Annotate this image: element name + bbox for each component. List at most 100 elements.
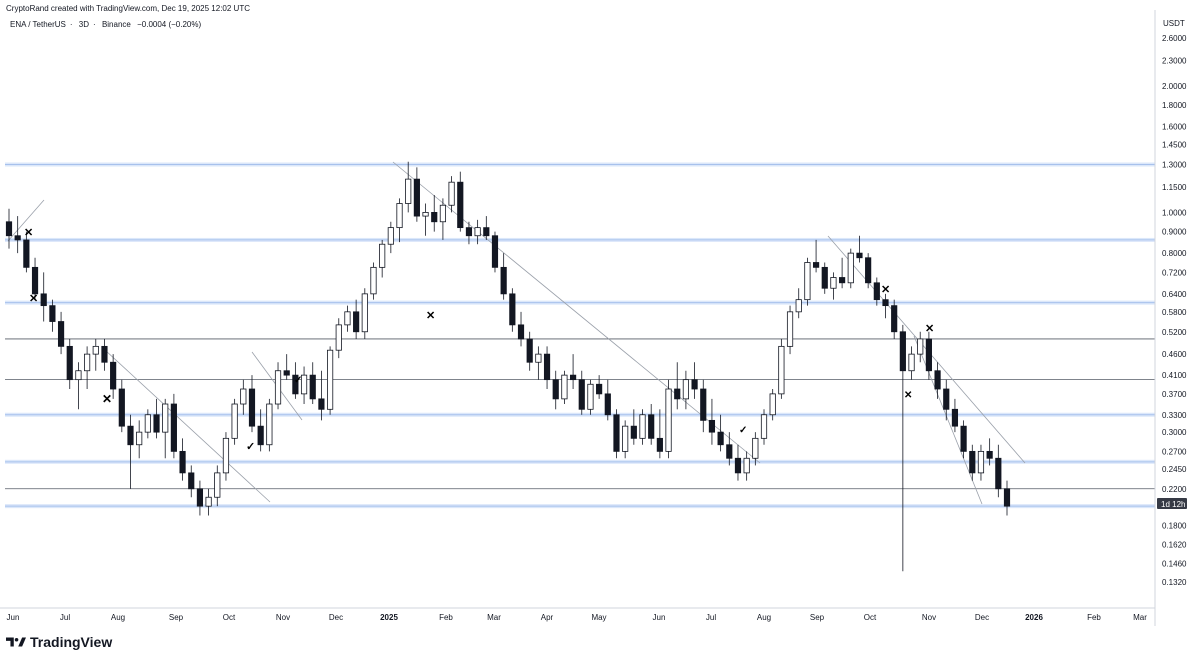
candle-body: [57, 321, 65, 347]
candle: [899, 324, 906, 572]
candle: [648, 404, 655, 445]
candle-body: [292, 374, 299, 395]
y-tick-label: 1.6000: [1162, 123, 1187, 132]
cross-mark: ✕: [881, 284, 890, 296]
candle: [656, 409, 663, 459]
candle: [5, 208, 13, 249]
y-tick-label: 0.4600: [1162, 350, 1187, 359]
candle: [101, 338, 108, 371]
candle: [865, 253, 872, 289]
candle: [665, 379, 672, 459]
candle: [535, 346, 542, 380]
candle-body: [231, 403, 238, 439]
candle-body: [240, 388, 247, 405]
candle: [49, 299, 56, 332]
candle: [40, 272, 47, 322]
trendline: [104, 349, 271, 503]
pair-label: ENA / TetherUS: [10, 20, 66, 29]
candlestick-chart[interactable]: ✕ ✕ ✕ ✕ ✕ ✕ ✕ ✓ ✓ ✓ 2.6000 2.3000 2.0000 1.…: [0, 0, 1200, 630]
y-tick-label: 0.1800: [1162, 521, 1187, 530]
candle: [873, 277, 880, 306]
y-tick-label: 1.1500: [1162, 183, 1187, 192]
x-tick-label: 2026: [1025, 613, 1043, 622]
candle: [526, 331, 533, 371]
y-tick-label: 0.2200: [1162, 485, 1187, 494]
cross-mark: ✕: [24, 227, 33, 239]
candle: [457, 171, 464, 232]
x-tick-label: Sep: [810, 613, 825, 622]
candle-body: [613, 414, 620, 452]
candle-body: [717, 431, 724, 446]
candle: [639, 409, 646, 445]
candle-body: [821, 266, 828, 289]
candle-body: [943, 388, 950, 410]
candle-body: [873, 282, 880, 301]
candle-body: [405, 178, 412, 204]
y-tick-label: 2.0000: [1162, 82, 1187, 91]
candle-body: [656, 437, 663, 452]
candle: [266, 398, 273, 452]
candle-body: [274, 370, 282, 405]
candle-body: [31, 266, 39, 295]
y-tick-label: 0.1320: [1162, 578, 1187, 587]
candle-body: [413, 178, 420, 217]
y-tick-label: 0.8000: [1162, 249, 1187, 258]
candle-body: [49, 305, 56, 322]
candle: [934, 362, 941, 399]
candle-body: [153, 414, 160, 433]
x-tick-label: Oct: [864, 613, 877, 622]
candle: [760, 409, 768, 445]
candle-body: [500, 266, 507, 295]
candle-body: [127, 425, 134, 446]
candle-body: [691, 379, 698, 390]
candle: [500, 253, 507, 300]
candle: [431, 195, 438, 232]
candle: [734, 444, 742, 481]
y-tick-label: 0.1620: [1162, 541, 1187, 550]
price-axis: 2.6000 2.3000 2.0000 1.8000 1.6000 1.4500 1.30…: [1162, 34, 1187, 587]
tradingview-brand[interactable]: TradingView: [6, 633, 112, 651]
candle: [786, 305, 794, 355]
candle-body: [257, 425, 264, 446]
candle-body: [75, 370, 82, 381]
y-tick-label: 0.5800: [1162, 308, 1187, 317]
candle-body: [23, 239, 30, 268]
candle: [995, 444, 1002, 498]
cross-mark: ✕: [426, 310, 435, 322]
candle: [110, 354, 117, 399]
candle-body: [327, 349, 334, 410]
candle: [821, 262, 828, 294]
candle-body: [925, 338, 932, 372]
y-tick-label: 0.3000: [1162, 428, 1187, 437]
candle-body: [934, 370, 941, 390]
candle: [839, 257, 846, 289]
candle-body: [344, 311, 351, 326]
y-tick-label: 2.6000: [1162, 34, 1187, 43]
candle-body: [604, 393, 611, 416]
candle-body: [144, 414, 151, 433]
candle-body: [196, 488, 204, 507]
y-tick-label: 0.3300: [1162, 411, 1187, 420]
candle-body: [40, 293, 47, 307]
cross-mark: ✕: [904, 390, 912, 401]
candle: [379, 239, 386, 278]
candle: [726, 432, 733, 466]
candle: [66, 338, 73, 390]
x-tick-label: Dec: [975, 613, 989, 622]
candle-body: [882, 299, 889, 307]
candle-body: [422, 212, 429, 217]
candle: [682, 370, 689, 410]
candle: [847, 248, 854, 289]
y-tick-label: 0.6400: [1162, 290, 1187, 299]
y-tick-label: 0.2450: [1162, 465, 1187, 474]
candle-body: [535, 353, 542, 363]
candle-body: [812, 262, 820, 268]
candle-body: [639, 414, 646, 439]
candle-body: [891, 305, 898, 333]
candle: [587, 379, 594, 415]
candle-body: [5, 221, 13, 237]
candle-body: [830, 277, 837, 289]
trendline: [7, 199, 45, 242]
x-tick-label: Aug: [111, 613, 125, 622]
candle-body: [995, 457, 1002, 490]
